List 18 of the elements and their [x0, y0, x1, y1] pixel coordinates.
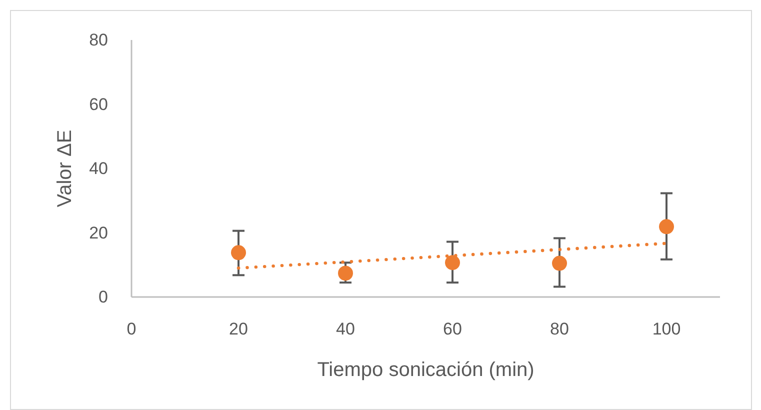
x-tick-label: 0 — [126, 320, 136, 338]
point — [659, 219, 674, 234]
y-tick-label: 20 — [89, 223, 108, 242]
y-tick-label: 0 — [98, 288, 108, 306]
x-tick-label: 60 — [443, 320, 462, 338]
y-tick-label: 80 — [89, 30, 108, 50]
point — [338, 266, 353, 281]
x-tick-label: 80 — [550, 320, 569, 338]
x-tick-label: 40 — [336, 320, 355, 338]
x-tick-label: 20 — [229, 320, 248, 338]
x-tick-label: 100 — [652, 320, 681, 338]
x-axis-title: Tiempo sonicación (min) — [317, 359, 534, 381]
point — [445, 255, 460, 270]
y-tick-label: 60 — [89, 94, 108, 114]
y-tick-label: 40 — [89, 159, 108, 178]
y-axis-title: Valor ΔE — [54, 130, 76, 208]
point — [552, 256, 567, 271]
point — [231, 245, 246, 260]
